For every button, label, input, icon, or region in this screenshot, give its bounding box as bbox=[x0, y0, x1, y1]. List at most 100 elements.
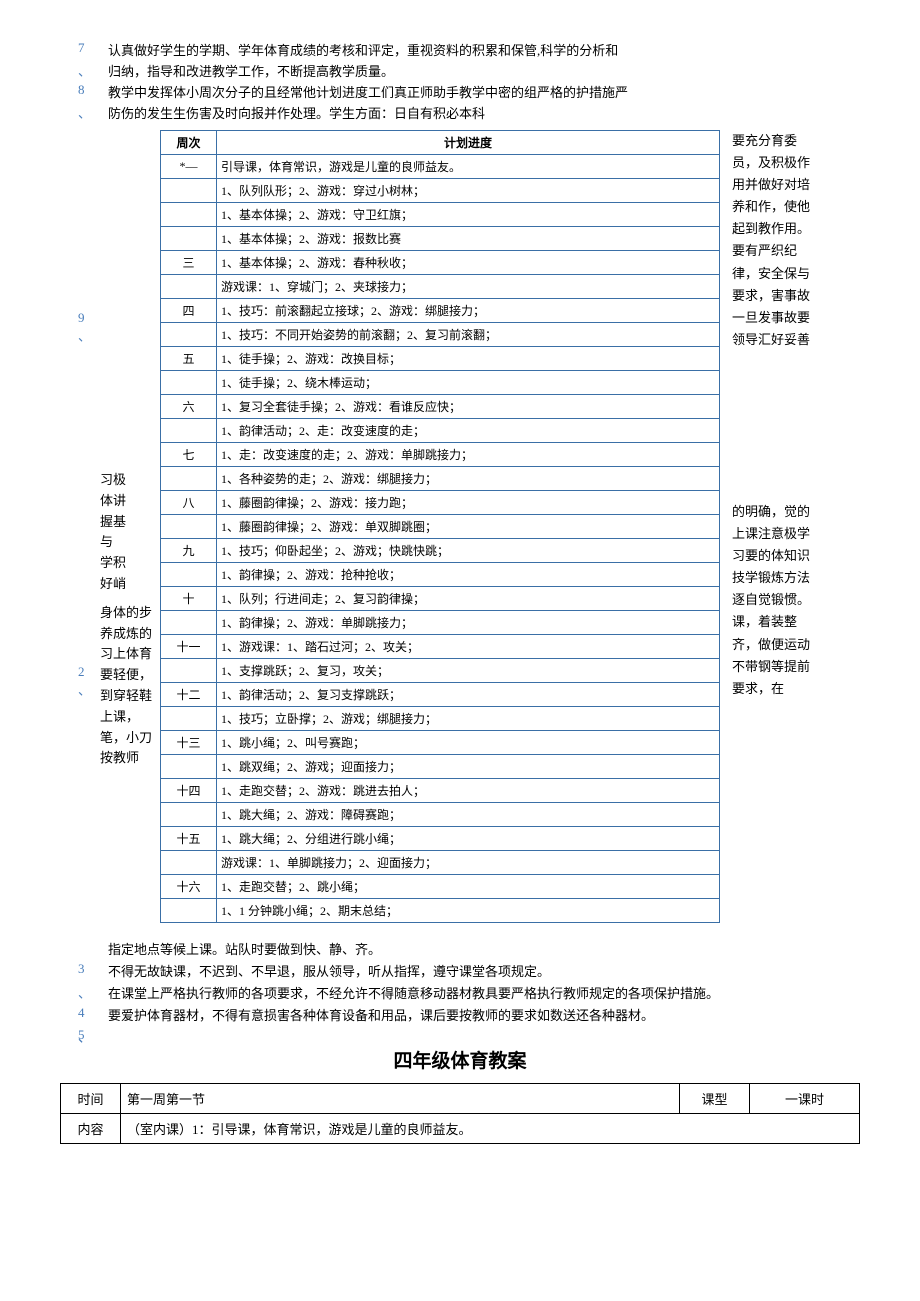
sub-7: 、 bbox=[78, 61, 91, 80]
content-cell: 1、走跑交替；2、游戏：跳进去拍人； bbox=[217, 779, 720, 803]
week-cell: 六 bbox=[161, 395, 217, 419]
content-cell: 1、1 分钟跳小绳；2、期末总结； bbox=[217, 899, 720, 923]
content-cell: 1、韵律操；2、游戏：抢种抢收； bbox=[217, 563, 720, 587]
week-cell bbox=[161, 899, 217, 923]
content-cell: 1、跳双绳；2、游戏；迎面接力； bbox=[217, 755, 720, 779]
type-value: 一课时 bbox=[750, 1084, 860, 1114]
left-block-1: 习极 体讲 握基 与 学积 好峭 bbox=[60, 470, 126, 595]
schedule-row: 十五1、跳大绳；2、分组进行跳小绳； bbox=[161, 827, 720, 851]
content-cell: 1、技巧：前滚翻起立接球；2、游戏：绑腿接力； bbox=[217, 299, 720, 323]
right-column: 要充分育委员，及积极作用并做好对培养和作，使他起到教作用。 要有严织纪律，安全保… bbox=[720, 130, 810, 708]
week-cell: 十三 bbox=[161, 731, 217, 755]
schedule-row: 十二1、韵律活动；2、复习支撑跳跃； bbox=[161, 683, 720, 707]
bottom-line-4: 在课堂上严格执行教师的各项要求，不经允许不得随意移动器材教具要严格执行教师规定的… bbox=[108, 986, 719, 1001]
week-cell: 十二 bbox=[161, 683, 217, 707]
left-block-2: 身体的步 养成炼的 习上体育 要轻便， 到穿轻鞋 上课， 笔，小刀 按教师 bbox=[60, 603, 152, 769]
left-column: 9 、 2 、 习极 体讲 握基 与 学积 好峭 身体的步 养成炼的 习上体育 … bbox=[60, 130, 160, 769]
num-2: 2 、 bbox=[78, 664, 91, 699]
schedule-row: 1、基本体操；2、游戏：报数比赛 bbox=[161, 227, 720, 251]
content-value: （室内课）1：引导课，体育常识，游戏是儿童的良师益友。 bbox=[121, 1114, 860, 1144]
content-cell: 1、韵律活动；2、走：改变速度的走； bbox=[217, 419, 720, 443]
content-cell: 1、走跑交替；2、跳小绳； bbox=[217, 875, 720, 899]
week-cell bbox=[161, 227, 217, 251]
schedule-row: 四1、技巧：前滚翻起立接球；2、游戏：绑腿接力； bbox=[161, 299, 720, 323]
top-paragraphs: 7 认真做好学生的学期、学年体育成绩的考核和评定，重视资料的积累和保管,科学的分… bbox=[60, 40, 860, 122]
num-3: 3 bbox=[78, 961, 85, 977]
content-cell: 1、基本体操；2、游戏：守卫红旗； bbox=[217, 203, 720, 227]
schedule-row: 十一1、游戏课：1、踏石过河；2、攻关； bbox=[161, 635, 720, 659]
schedule-table: 周次计划进度*—引导课，体育常识，游戏是儿童的良师益友。1、队列队形；2、游戏：… bbox=[160, 130, 720, 923]
type-label: 课型 bbox=[680, 1084, 750, 1114]
content-cell: 1、技巧；立卧撑；2、游戏；绑腿接力； bbox=[217, 707, 720, 731]
num-9: 9 、 bbox=[78, 310, 91, 345]
week-cell bbox=[161, 203, 217, 227]
num-4: 4 bbox=[78, 1005, 85, 1021]
bottom-paragraphs: 指定地点等候上课。站队时要做到快、静、齐。 3 不得无故缺课，不迟到、不早退，服… bbox=[60, 939, 860, 1024]
content-cell: 1、各种姿势的走；2、游戏：绑腿接力； bbox=[217, 467, 720, 491]
header-week: 周次 bbox=[161, 131, 217, 155]
sub-3: 、 bbox=[78, 983, 91, 1002]
content-cell: 1、队列队形；2、游戏：穿过小树林； bbox=[217, 179, 720, 203]
week-cell bbox=[161, 515, 217, 539]
content-cell: 1、韵律操；2、游戏：单脚跳接力； bbox=[217, 611, 720, 635]
schedule-row: 八1、藤圈韵律操；2、游戏：接力跑； bbox=[161, 491, 720, 515]
content-cell: 1、跳大绳；2、游戏：障碍赛跑； bbox=[217, 803, 720, 827]
schedule-row: 1、队列队形；2、游戏：穿过小树林； bbox=[161, 179, 720, 203]
time-label: 时间 bbox=[61, 1084, 121, 1114]
p8b: 防伤的发生生伤害及时向报并作处理。学生方面：日自有积必本科 bbox=[108, 106, 485, 121]
week-cell: 十 bbox=[161, 587, 217, 611]
schedule-row: 1、各种姿势的走；2、游戏：绑腿接力； bbox=[161, 467, 720, 491]
schedule-row: 1、1 分钟跳小绳；2、期末总结； bbox=[161, 899, 720, 923]
content-cell: 1、藤圈韵律操；2、游戏：接力跑； bbox=[217, 491, 720, 515]
schedule-row: 三1、基本体操；2、游戏：春种秋收； bbox=[161, 251, 720, 275]
header-content: 计划进度 bbox=[217, 131, 720, 155]
week-cell: 三 bbox=[161, 251, 217, 275]
schedule-cell: 引导课，体育常识，游戏是儿童的良师益友。 bbox=[217, 155, 720, 179]
right-block-2: 的明确，觉的上课注意极学习要的体知识技学锻炼方法逐自觉锻惯。 课，着装整齐，做便… bbox=[732, 501, 810, 700]
lesson-row-2: 内容 （室内课）1：引导课，体育常识，游戏是儿童的良师益友。 bbox=[61, 1114, 860, 1144]
sub-8: 、 bbox=[78, 103, 91, 122]
content-cell: 1、走：改变速度的走；2、游戏：单脚跳接力； bbox=[217, 443, 720, 467]
week-cell: 七 bbox=[161, 443, 217, 467]
bottom-line-0: 指定地点等候上课。站队时要做到快、静、齐。 bbox=[108, 942, 381, 957]
week-cell bbox=[161, 467, 217, 491]
schedule-row: 1、韵律操；2、游戏：抢种抢收； bbox=[161, 563, 720, 587]
sub-5: 、 bbox=[78, 1027, 91, 1046]
content-cell: 1、藤圈韵律操；2、游戏：单双脚跳圈； bbox=[217, 515, 720, 539]
week-cell bbox=[161, 419, 217, 443]
p8a: 教学中发挥体小周次分子的且经常他计划进度工们真正师助手教学中密的组严格的护措施严 bbox=[108, 85, 628, 100]
week-cell bbox=[161, 371, 217, 395]
content-cell: 1、基本体操；2、游戏：春种秋收； bbox=[217, 251, 720, 275]
content-cell: 1、支撑跳跃；2、复习，攻关； bbox=[217, 659, 720, 683]
week-cell: 十五 bbox=[161, 827, 217, 851]
schedule-row: 十1、队列；行进间走；2、复习韵律操； bbox=[161, 587, 720, 611]
week-cell bbox=[161, 275, 217, 299]
lesson-table: 时间 第一周第一节 课型 一课时 内容 （室内课）1：引导课，体育常识，游戏是儿… bbox=[60, 1083, 860, 1144]
week-cell: 十六 bbox=[161, 875, 217, 899]
bottom-line-5: 要爱护体育器材，不得有意损害各种体育设备和用品，课后要按教师的要求如数送还各种器… bbox=[108, 1008, 654, 1023]
schedule-row: 1、藤圈韵律操；2、游戏：单双脚跳圈； bbox=[161, 515, 720, 539]
content-cell: 1、队列；行进间走；2、复习韵律操； bbox=[217, 587, 720, 611]
content-cell: 1、跳小绳；2、叫号赛跑； bbox=[217, 731, 720, 755]
week-cell: 五 bbox=[161, 347, 217, 371]
content-cell: 1、技巧；仰卧起坐；2、游戏；快跳快跳； bbox=[217, 539, 720, 563]
star-cell: *— bbox=[161, 155, 217, 179]
schedule-row: 十六1、走跑交替；2、跳小绳； bbox=[161, 875, 720, 899]
content-cell: 1、复习全套徒手操；2、游戏：看谁反应快； bbox=[217, 395, 720, 419]
schedule-row: 1、技巧；立卧撑；2、游戏；绑腿接力； bbox=[161, 707, 720, 731]
right-block-1: 要充分育委员，及积极作用并做好对培养和作，使他起到教作用。 要有严织纪律，安全保… bbox=[732, 130, 810, 351]
schedule-row: 六1、复习全套徒手操；2、游戏：看谁反应快； bbox=[161, 395, 720, 419]
schedule-row: 九1、技巧；仰卧起坐；2、游戏；快跳快跳； bbox=[161, 539, 720, 563]
schedule-row: 游戏课：1、单脚跳接力；2、迎面接力； bbox=[161, 851, 720, 875]
star-row: *—引导课，体育常识，游戏是儿童的良师益友。 bbox=[161, 155, 720, 179]
schedule-header: 周次计划进度 bbox=[161, 131, 720, 155]
schedule-row: 游戏课：1、穿城门；2、夹球接力； bbox=[161, 275, 720, 299]
schedule-row: 1、基本体操；2、游戏：守卫红旗； bbox=[161, 203, 720, 227]
bottom-line-3: 不得无故缺课，不迟到、不早退，服从领导，听从指挥，遵守课堂各项规定。 bbox=[108, 964, 550, 979]
schedule-row: 1、支撑跳跃；2、复习，攻关； bbox=[161, 659, 720, 683]
week-cell bbox=[161, 707, 217, 731]
schedule-row: 十四1、走跑交替；2、游戏：跳进去拍人； bbox=[161, 779, 720, 803]
content-cell: 1、徒手操；2、游戏：改换目标； bbox=[217, 347, 720, 371]
schedule-row: 十三1、跳小绳；2、叫号赛跑； bbox=[161, 731, 720, 755]
content-cell: 1、跳大绳；2、分组进行跳小绳； bbox=[217, 827, 720, 851]
